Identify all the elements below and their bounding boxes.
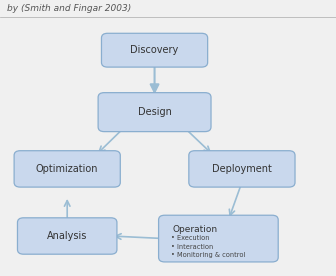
Text: by (Smith and Fingar 2003): by (Smith and Fingar 2003) <box>7 4 131 14</box>
Text: Discovery: Discovery <box>130 45 179 55</box>
Text: Design: Design <box>138 107 171 117</box>
FancyBboxPatch shape <box>14 151 120 187</box>
Text: • Execution: • Execution <box>171 235 209 241</box>
Text: Analysis: Analysis <box>47 231 87 241</box>
Text: Deployment: Deployment <box>212 164 272 174</box>
FancyBboxPatch shape <box>17 218 117 254</box>
Text: Operation: Operation <box>172 224 217 233</box>
FancyBboxPatch shape <box>159 215 278 262</box>
FancyBboxPatch shape <box>98 93 211 132</box>
Text: • Interaction: • Interaction <box>171 244 213 250</box>
Text: Optimization: Optimization <box>36 164 98 174</box>
FancyBboxPatch shape <box>189 151 295 187</box>
Text: • Monitoring & control: • Monitoring & control <box>171 252 245 258</box>
FancyBboxPatch shape <box>101 33 208 67</box>
